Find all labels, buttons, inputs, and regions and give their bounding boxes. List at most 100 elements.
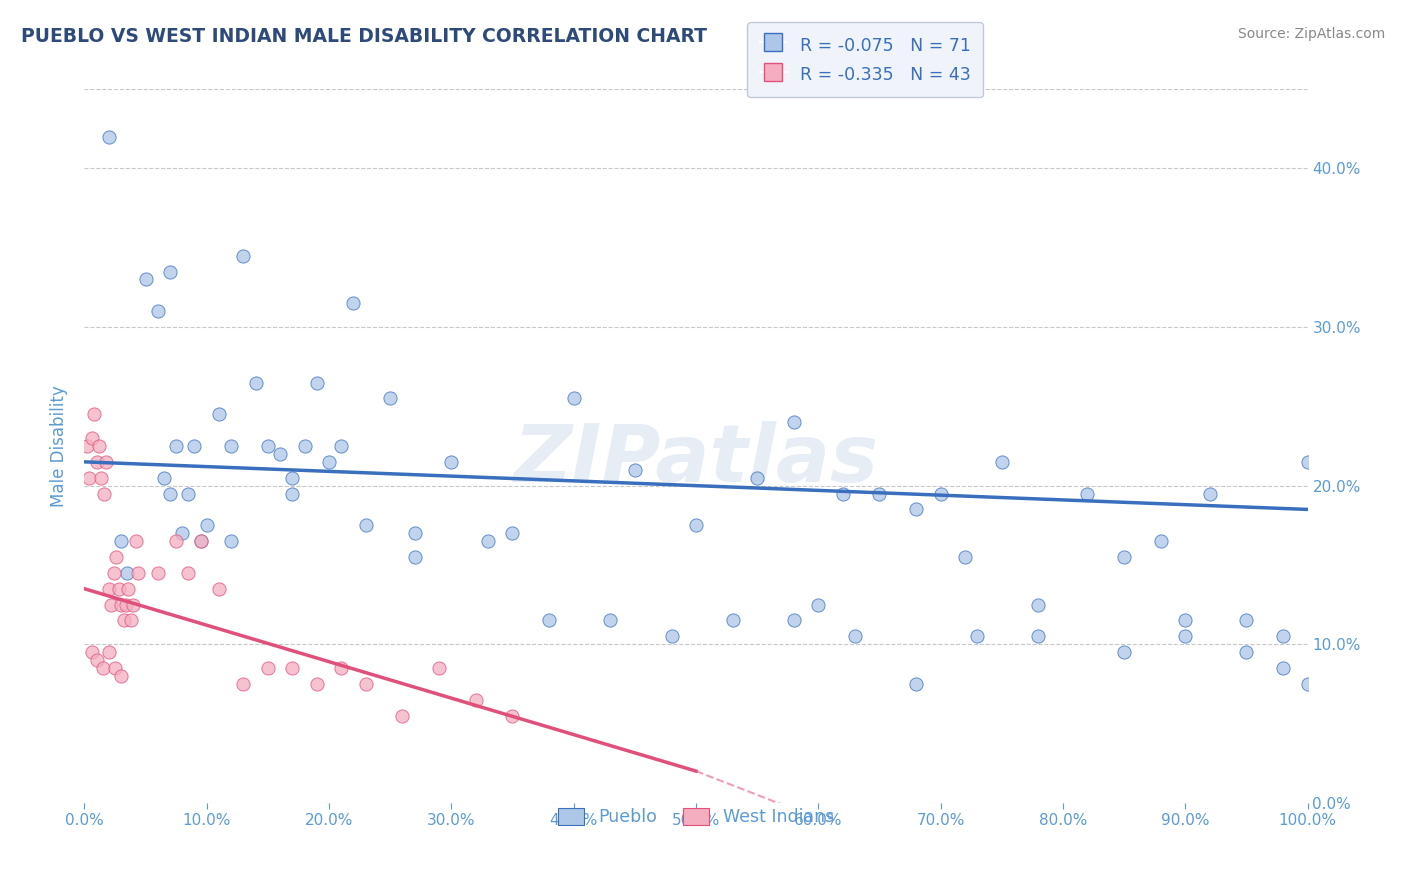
Text: PUEBLO VS WEST INDIAN MALE DISABILITY CORRELATION CHART: PUEBLO VS WEST INDIAN MALE DISABILITY CO… xyxy=(21,27,707,45)
Point xyxy=(330,439,353,453)
Point xyxy=(1028,629,1050,643)
Point xyxy=(783,614,806,628)
Point xyxy=(831,486,853,500)
Point xyxy=(172,526,194,541)
Point xyxy=(90,471,112,485)
Point xyxy=(190,534,212,549)
Point xyxy=(257,661,280,675)
Point xyxy=(219,439,242,453)
Point xyxy=(146,566,169,580)
Point xyxy=(232,677,254,691)
Point xyxy=(869,486,891,500)
Point xyxy=(1296,677,1319,691)
Point xyxy=(661,629,683,643)
Point xyxy=(929,486,952,500)
Point xyxy=(1272,661,1295,675)
Point xyxy=(110,534,132,549)
Point xyxy=(685,518,707,533)
Point xyxy=(1198,486,1220,500)
Point xyxy=(305,677,328,691)
Point xyxy=(305,376,328,390)
Point xyxy=(165,439,187,453)
Point xyxy=(502,708,524,723)
Point xyxy=(83,407,105,421)
Point xyxy=(86,455,108,469)
Point xyxy=(330,661,353,675)
Text: ZIPatlas: ZIPatlas xyxy=(513,421,879,500)
Point xyxy=(80,431,103,445)
Point xyxy=(354,518,377,533)
Point xyxy=(966,629,988,643)
Point xyxy=(177,566,200,580)
Point xyxy=(127,566,149,580)
Point xyxy=(905,502,928,516)
Point xyxy=(721,614,744,628)
Point xyxy=(807,598,830,612)
Point xyxy=(110,669,132,683)
Point xyxy=(117,582,139,596)
Point xyxy=(76,439,98,453)
Point xyxy=(87,439,110,453)
Point xyxy=(104,661,127,675)
Point xyxy=(599,614,621,628)
Point xyxy=(115,598,138,612)
Point xyxy=(1174,614,1197,628)
Point xyxy=(1028,598,1050,612)
Point xyxy=(96,455,118,469)
Point xyxy=(153,471,176,485)
Point xyxy=(318,455,340,469)
Point xyxy=(391,708,413,723)
Point xyxy=(107,582,129,596)
Point xyxy=(80,645,103,659)
Point xyxy=(477,534,499,549)
Point xyxy=(1150,534,1173,549)
Point xyxy=(624,463,647,477)
Point xyxy=(281,486,304,500)
Point xyxy=(232,249,254,263)
Point xyxy=(159,264,181,278)
Point xyxy=(257,439,280,453)
Point xyxy=(77,471,100,485)
Point xyxy=(86,653,108,667)
Point xyxy=(91,661,114,675)
Point xyxy=(342,296,364,310)
Point xyxy=(159,486,181,500)
Point xyxy=(404,549,426,564)
Point xyxy=(208,407,231,421)
Text: Source: ZipAtlas.com: Source: ZipAtlas.com xyxy=(1237,27,1385,41)
Point xyxy=(783,415,806,429)
Point xyxy=(269,447,291,461)
Point xyxy=(183,439,205,453)
Point xyxy=(110,598,132,612)
Point xyxy=(177,486,200,500)
Point xyxy=(440,455,463,469)
Point xyxy=(112,614,135,628)
Point xyxy=(97,645,120,659)
Point xyxy=(464,692,486,706)
Y-axis label: Male Disability: Male Disability xyxy=(51,385,69,507)
Point xyxy=(1076,486,1098,500)
Point xyxy=(1296,455,1319,469)
Point xyxy=(135,272,157,286)
Point xyxy=(125,534,148,549)
Point xyxy=(103,566,125,580)
Point xyxy=(120,614,142,628)
Point xyxy=(562,392,585,406)
Point xyxy=(1272,629,1295,643)
Point xyxy=(502,526,524,541)
Point xyxy=(97,582,120,596)
Point xyxy=(165,534,187,549)
Point xyxy=(747,471,769,485)
Point xyxy=(190,534,212,549)
Point xyxy=(427,661,450,675)
Point xyxy=(100,598,122,612)
Point xyxy=(354,677,377,691)
Point xyxy=(122,598,145,612)
Point xyxy=(281,661,304,675)
Point xyxy=(97,129,120,144)
Point xyxy=(219,534,242,549)
Point xyxy=(1114,645,1136,659)
Point xyxy=(1114,549,1136,564)
Point xyxy=(195,518,218,533)
Point xyxy=(93,486,115,500)
